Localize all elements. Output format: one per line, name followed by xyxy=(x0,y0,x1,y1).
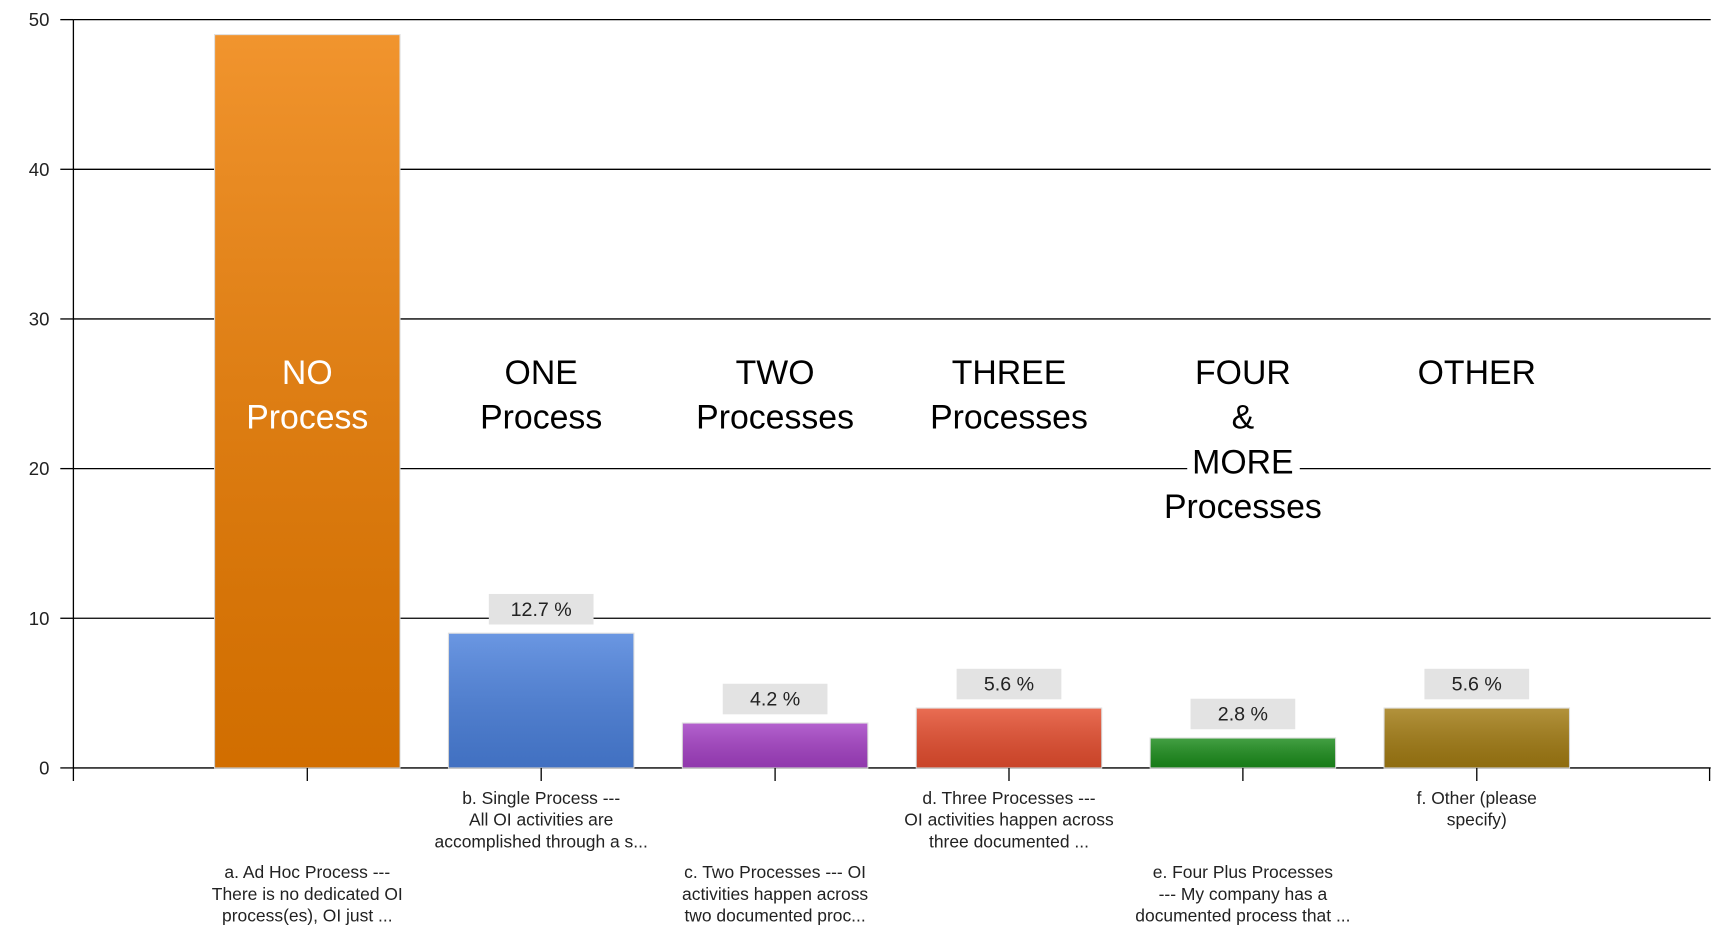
y-tick-label: 30 xyxy=(29,308,50,329)
value-label: 5.6 % xyxy=(984,674,1034,696)
annotation: THREE Processes xyxy=(930,354,1088,437)
value-label: 2.8 % xyxy=(1218,704,1268,726)
x-tick-label: c. Two Processes --- OI activities happen… xyxy=(682,862,868,925)
annotation: ONE Process xyxy=(480,354,602,437)
annotation: NO Process xyxy=(246,354,368,437)
bar-shade xyxy=(916,708,1102,768)
x-tick-label: d. Three Processes ---OI activities happ… xyxy=(904,788,1114,852)
y-tick-label: 40 xyxy=(29,159,50,180)
y-tick-label: 50 xyxy=(29,9,50,30)
bar-shade xyxy=(214,34,401,768)
value-label: 5.6 % xyxy=(1452,674,1502,696)
value-label-bg xyxy=(722,683,828,715)
x-tick-label: f. Other (please specify) xyxy=(1417,788,1537,830)
value-label: 12.7 % xyxy=(511,599,572,621)
x-tick-label: a. Ad Hoc Process ---There is no dedicat… xyxy=(212,862,403,925)
y-tick-label: 0 xyxy=(39,757,49,778)
y-tick-label: 10 xyxy=(29,608,50,629)
bar-shade xyxy=(1384,708,1570,768)
x-tick-label: e. Four Plus Processes --- My company has… xyxy=(1135,862,1350,925)
annotation: OTHER xyxy=(1418,354,1536,392)
y-tick-label: 20 xyxy=(29,458,50,479)
bar-shade xyxy=(1150,737,1336,768)
x-tick-label: b. Single Process ---All OI activities a… xyxy=(435,788,648,852)
annotation: TWO Processes xyxy=(696,354,854,437)
value-label-bg xyxy=(956,668,1062,700)
value-label: 4.2 % xyxy=(750,689,800,711)
value-label-bg xyxy=(1190,698,1296,730)
bar-shade xyxy=(448,633,634,768)
value-label-bg xyxy=(1424,668,1530,700)
value-label-bg xyxy=(488,593,594,625)
bar-shade xyxy=(682,723,868,768)
annotation: FOUR & MORE Processes xyxy=(1164,354,1322,526)
